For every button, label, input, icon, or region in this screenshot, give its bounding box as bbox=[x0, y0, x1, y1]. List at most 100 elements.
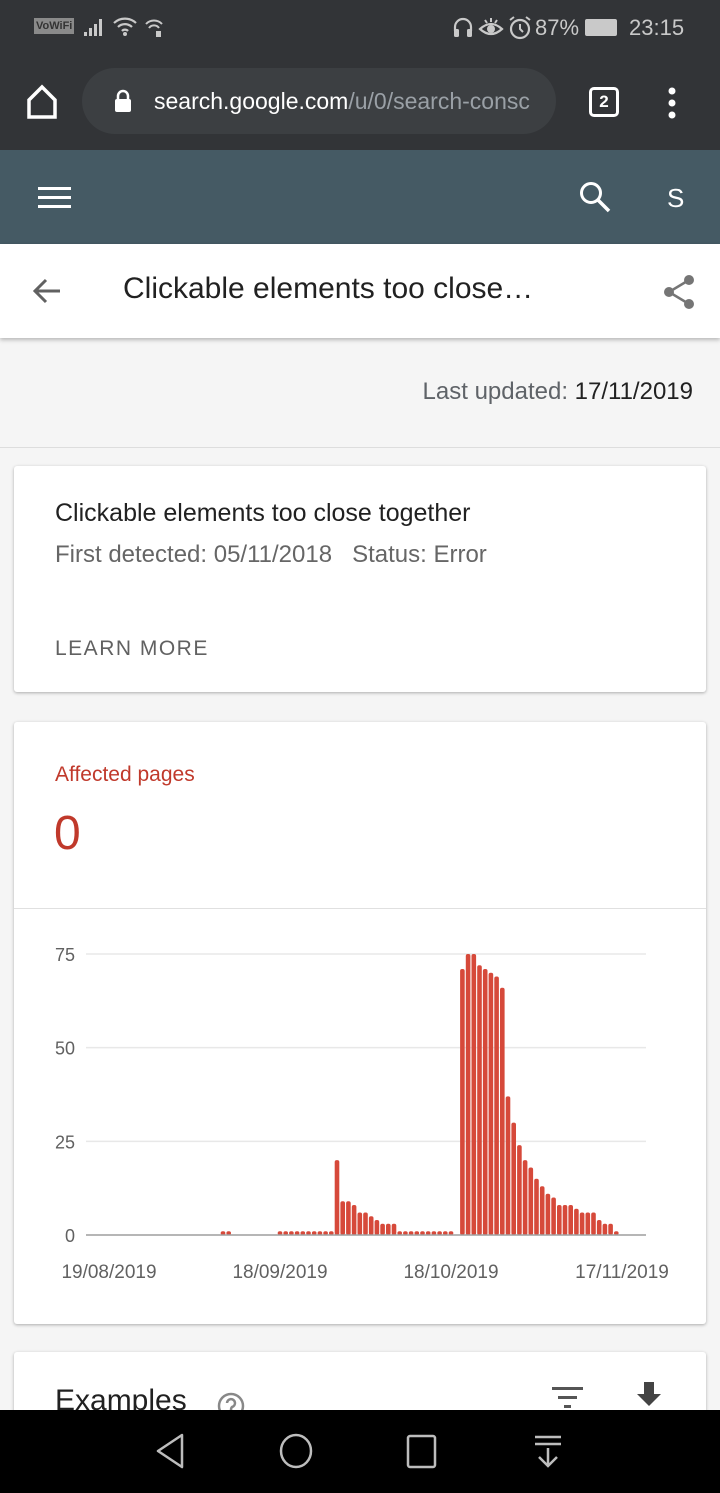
x-tick-label: 17/11/2019 bbox=[575, 1262, 669, 1283]
bar bbox=[574, 1208, 579, 1235]
url-path: /u/0/search-consc bbox=[348, 88, 530, 114]
status-bar: VoWiFi 87% 23:15 bbox=[0, 0, 720, 56]
bar bbox=[294, 1231, 300, 1235]
more-vert-icon[interactable] bbox=[664, 86, 680, 120]
affected-pages-label: Affected pages bbox=[55, 763, 195, 786]
bar bbox=[351, 1205, 357, 1235]
bar bbox=[551, 1197, 556, 1235]
wifi-icon bbox=[113, 17, 137, 36]
bar bbox=[346, 1201, 351, 1235]
url-bar[interactable]: search.google.com/u/0/search-consc bbox=[82, 68, 556, 134]
bar bbox=[557, 1205, 562, 1235]
bar bbox=[562, 1205, 568, 1235]
url-host: search.google.com bbox=[154, 88, 349, 114]
bar bbox=[283, 1231, 288, 1235]
bar bbox=[277, 1231, 283, 1235]
bar bbox=[226, 1231, 231, 1235]
bar bbox=[579, 1212, 585, 1235]
nav-back-icon[interactable] bbox=[154, 1432, 186, 1470]
bar bbox=[568, 1205, 573, 1235]
bar bbox=[357, 1212, 363, 1235]
bar bbox=[591, 1212, 596, 1235]
bar bbox=[614, 1231, 619, 1235]
bar bbox=[386, 1223, 391, 1235]
bar bbox=[477, 965, 482, 1235]
vowifi-icon: VoWiFi bbox=[34, 18, 75, 34]
bar bbox=[397, 1231, 402, 1235]
bar bbox=[460, 968, 465, 1235]
bar bbox=[368, 1216, 374, 1235]
bar bbox=[220, 1231, 226, 1235]
nav-home-icon[interactable] bbox=[278, 1432, 314, 1470]
first-detected: First detected: 05/11/2018 bbox=[55, 541, 333, 568]
bar bbox=[374, 1220, 380, 1235]
filter-icon[interactable] bbox=[552, 1384, 584, 1414]
page-title: Clickable elements too close… bbox=[123, 272, 534, 305]
lock-icon bbox=[115, 89, 131, 112]
bar bbox=[425, 1231, 431, 1235]
bar bbox=[488, 972, 494, 1235]
page-header: Clickable elements too close… bbox=[0, 244, 720, 338]
bar bbox=[380, 1223, 385, 1235]
bar bbox=[340, 1201, 345, 1235]
nav-recents-icon[interactable] bbox=[406, 1434, 438, 1470]
bar bbox=[517, 1145, 522, 1235]
eye-icon bbox=[478, 18, 504, 36]
bar bbox=[511, 1122, 516, 1235]
share-icon[interactable] bbox=[662, 274, 696, 310]
bar bbox=[448, 1231, 454, 1235]
affected-pages-count: 0 bbox=[54, 807, 81, 860]
bar bbox=[539, 1186, 545, 1235]
last-updated-value: 17/11/2019 bbox=[574, 378, 693, 405]
y-tick-label: 0 bbox=[65, 1226, 75, 1246]
bar bbox=[391, 1223, 397, 1235]
bar bbox=[500, 987, 505, 1235]
divider bbox=[0, 447, 720, 448]
bar bbox=[363, 1212, 368, 1235]
headset-icon bbox=[453, 17, 473, 37]
bar bbox=[528, 1167, 534, 1235]
nav-notifications-icon[interactable] bbox=[532, 1434, 564, 1470]
affected-pages-card: Affected pages 0 0 25 50 75 19/08/2019 18/09/… bbox=[14, 722, 706, 1324]
bar bbox=[300, 1231, 306, 1235]
bar bbox=[311, 1231, 317, 1235]
clock: 23:15 bbox=[629, 15, 685, 40]
app-bar: S bbox=[0, 150, 720, 244]
home-icon[interactable] bbox=[26, 84, 58, 120]
bar bbox=[471, 954, 477, 1235]
bar bbox=[602, 1223, 608, 1235]
bar bbox=[596, 1220, 602, 1235]
bar bbox=[534, 1178, 539, 1235]
bar bbox=[608, 1223, 613, 1235]
affected-pages-chart: 0 25 50 75 19/08/2019 18/09/2019 18/10/2019 17/… bbox=[55, 945, 669, 1283]
battery-percent: 87% bbox=[535, 15, 580, 40]
learn-more-button[interactable]: LEARN MORE bbox=[55, 637, 209, 660]
menu-icon[interactable] bbox=[38, 186, 72, 210]
account-avatar[interactable]: S bbox=[667, 183, 685, 213]
bar bbox=[414, 1231, 420, 1235]
x-tick-label: 19/08/2019 bbox=[61, 1262, 156, 1283]
y-tick-label: 75 bbox=[55, 945, 75, 965]
bar bbox=[306, 1231, 311, 1235]
hotspot-icon bbox=[145, 19, 163, 37]
divider bbox=[14, 908, 706, 909]
tab-switcher-button[interactable]: 2 bbox=[589, 87, 619, 117]
bar bbox=[443, 1231, 448, 1235]
back-arrow-icon[interactable] bbox=[32, 277, 62, 305]
alarm-icon bbox=[509, 16, 531, 40]
bar bbox=[545, 1193, 551, 1235]
issue-status: Status: Error bbox=[352, 541, 487, 568]
bar bbox=[323, 1231, 328, 1235]
issue-title: Clickable elements too close together bbox=[55, 499, 471, 527]
system-nav-bar bbox=[0, 1410, 720, 1493]
bar bbox=[403, 1231, 408, 1235]
bar bbox=[482, 968, 488, 1235]
issue-card: Clickable elements too close together Fi… bbox=[14, 466, 706, 692]
bar bbox=[437, 1231, 442, 1235]
last-updated-label: Last updated: bbox=[422, 378, 568, 405]
bar bbox=[289, 1231, 294, 1235]
y-tick-label: 25 bbox=[55, 1132, 75, 1152]
last-updated: Last updated: 17/11/2019 bbox=[423, 378, 693, 406]
search-icon[interactable] bbox=[578, 180, 612, 214]
signal-icon bbox=[84, 19, 102, 36]
